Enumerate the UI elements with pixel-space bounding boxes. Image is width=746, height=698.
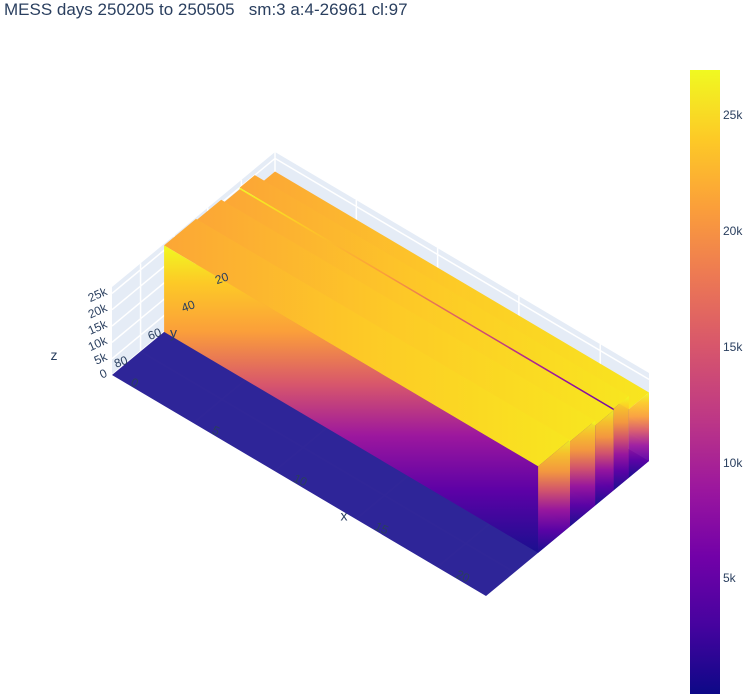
x-axis-title: x [341,508,348,524]
ridge-top-2 [221,189,614,426]
surface [112,171,650,596]
z-tick-label: 10k [86,333,110,354]
ridge-top-1 [239,175,629,409]
x-tick-label: 20 [454,567,472,585]
ridge-end-4 [538,439,570,553]
x-tick-label: 10 [291,471,309,489]
y-axis-title: y [170,325,177,341]
colorbar [690,70,720,694]
ridge-end-0 [628,392,649,478]
ridge-top-3 [196,199,596,442]
z-tick-label: 15k [86,317,110,338]
colorbar-tick-label: 10k [723,455,743,470]
z-tick-label: 20k [86,300,110,321]
ridge-top-4 [164,218,570,467]
ridge-end-1 [613,396,629,491]
ridge-end-2 [595,410,614,506]
z-gridline [274,157,650,381]
ridge-top-0 [254,171,650,410]
colorbar-tick-label: 20k [723,224,743,239]
colorbar-tick-label: 25k [723,108,743,123]
x-tick-label: 15 [373,519,391,537]
ridge-end-3 [570,420,596,527]
y-tick-label: 80 [112,353,130,371]
z-tick-label: 25k [86,284,110,305]
y-tick-label: 40 [179,297,197,315]
z-tick-label: 0 [97,366,109,382]
y-tick-label: 20 [213,269,231,287]
z-axis-title: z [51,347,58,363]
ridge-front-4 [164,245,539,553]
chart-title: MESS days 250205 to 250505 sm:3 a:4-2696… [4,0,408,19]
colorbar-tick-label: 15k [723,339,743,354]
y-tick-label: 60 [146,325,164,343]
colorbar-tick-label: 5k [723,571,736,586]
